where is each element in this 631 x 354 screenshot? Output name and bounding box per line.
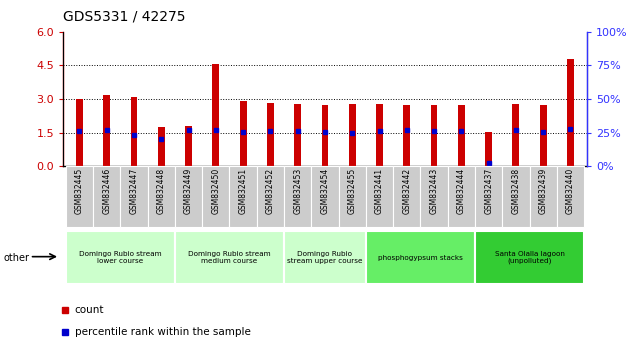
Bar (175, 166, 202, 227)
Text: GSM832453: GSM832453 (293, 168, 302, 215)
Bar (240, 101, 247, 166)
Bar (458, 104, 465, 166)
Bar (322, 105, 328, 166)
Bar (540, 105, 546, 166)
Text: GSM832446: GSM832446 (102, 168, 111, 215)
Text: GSM832447: GSM832447 (129, 168, 139, 215)
Text: Santa Olalla lagoon
(unpolluted): Santa Olalla lagoon (unpolluted) (495, 251, 565, 264)
Bar (185, 126, 192, 166)
Text: GSM832445: GSM832445 (75, 168, 84, 215)
Text: GSM832455: GSM832455 (348, 168, 357, 215)
Bar (339, 166, 366, 227)
Text: GSM832441: GSM832441 (375, 168, 384, 214)
Text: GSM832450: GSM832450 (211, 168, 220, 215)
Text: GSM832449: GSM832449 (184, 168, 193, 215)
Bar (202, 166, 230, 227)
Bar (366, 231, 475, 284)
Text: count: count (74, 305, 104, 315)
Bar (267, 103, 274, 166)
Bar (512, 104, 519, 166)
Bar (284, 231, 366, 284)
Text: Domingo Rubio stream
medium course: Domingo Rubio stream medium course (188, 251, 271, 264)
Text: Domingo Rubio stream
lower course: Domingo Rubio stream lower course (79, 251, 162, 264)
Bar (557, 166, 584, 227)
Bar (502, 166, 529, 227)
Text: GSM832438: GSM832438 (511, 168, 521, 214)
Bar (475, 231, 584, 284)
Text: GSM832442: GSM832442 (403, 168, 411, 214)
Bar (121, 166, 148, 227)
Bar (393, 166, 420, 227)
Bar (448, 166, 475, 227)
Bar (284, 166, 311, 227)
Text: phosphogypsum stacks: phosphogypsum stacks (378, 255, 463, 261)
Text: GSM832439: GSM832439 (539, 168, 548, 215)
Bar (349, 104, 356, 166)
Text: GSM832440: GSM832440 (566, 168, 575, 215)
Bar (175, 231, 284, 284)
Bar (376, 104, 383, 166)
Bar (76, 99, 83, 166)
Text: GSM832452: GSM832452 (266, 168, 275, 214)
Bar (529, 166, 557, 227)
Text: other: other (3, 253, 29, 263)
Bar (131, 97, 138, 166)
Bar (148, 166, 175, 227)
Bar (257, 166, 284, 227)
Text: percentile rank within the sample: percentile rank within the sample (74, 327, 251, 337)
Bar (431, 104, 437, 166)
Bar (66, 166, 93, 227)
Text: GSM832443: GSM832443 (430, 168, 439, 215)
Bar (475, 166, 502, 227)
Bar (158, 127, 165, 166)
Text: GDS5331 / 42275: GDS5331 / 42275 (63, 9, 186, 23)
Bar (403, 105, 410, 166)
Bar (420, 166, 448, 227)
Bar (567, 59, 574, 166)
Bar (485, 132, 492, 166)
Bar (311, 166, 339, 227)
Bar (93, 166, 121, 227)
Bar (213, 64, 219, 166)
Text: GSM832444: GSM832444 (457, 168, 466, 215)
Text: GSM832448: GSM832448 (156, 168, 166, 214)
Text: GSM832451: GSM832451 (239, 168, 247, 214)
Text: GSM832437: GSM832437 (484, 168, 493, 215)
Text: Domingo Rubio
stream upper course: Domingo Rubio stream upper course (287, 251, 363, 264)
Bar (294, 104, 301, 166)
Bar (103, 95, 110, 166)
Text: GSM832454: GSM832454 (321, 168, 329, 215)
Bar (230, 166, 257, 227)
Bar (366, 166, 393, 227)
Bar (66, 231, 175, 284)
